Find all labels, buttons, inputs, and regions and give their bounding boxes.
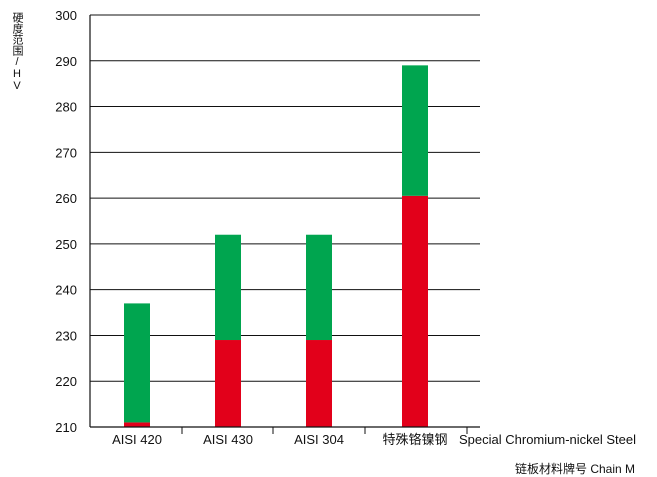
- y-tick-label: 260: [55, 191, 77, 206]
- x-tick-label: AISI 430: [203, 432, 253, 447]
- x-tick-label: AISI 304: [294, 432, 344, 447]
- bar-upper-3: [306, 234, 332, 341]
- y-tick-labels: 210 220 230 240 250 260 270 280 290 300: [55, 8, 77, 435]
- y-tick-label: 290: [55, 54, 77, 69]
- axes: [89, 15, 480, 434]
- y-tick-label: 220: [55, 374, 77, 389]
- bar-upper-2: [215, 234, 241, 341]
- y-tick-label: 210: [55, 420, 77, 435]
- x-axis-label: 链板材料牌号 Chain M: [515, 462, 636, 476]
- y-tick-label: 300: [55, 8, 77, 23]
- y-tick-label: 230: [55, 328, 77, 343]
- bar-lower-3: [306, 340, 332, 427]
- y-tick-label: 240: [55, 283, 77, 298]
- y-tick-label: 250: [55, 237, 77, 252]
- bar-lower-4: [402, 195, 428, 427]
- y-tick-label: 280: [55, 100, 77, 115]
- x-tick-labels: AISI 420 AISI 430 AISI 304 特殊铬镍钢 Special Chr…: [112, 432, 636, 447]
- bar-upper-4: [402, 65, 428, 196]
- y-axis-label: 硬度范围/HV: [11, 12, 23, 92]
- bar-lower-1: [124, 422, 150, 427]
- x-tick-label-extra: Special Chromium-nickel Steel: [459, 432, 636, 447]
- x-tick-label: 特殊铬镍钢: [382, 432, 447, 447]
- x-tick-label: AISI 420: [112, 432, 162, 447]
- bar-upper-1: [124, 303, 150, 423]
- y-tick-label: 270: [55, 145, 77, 160]
- bars: [124, 65, 428, 427]
- bar-lower-2: [215, 340, 241, 427]
